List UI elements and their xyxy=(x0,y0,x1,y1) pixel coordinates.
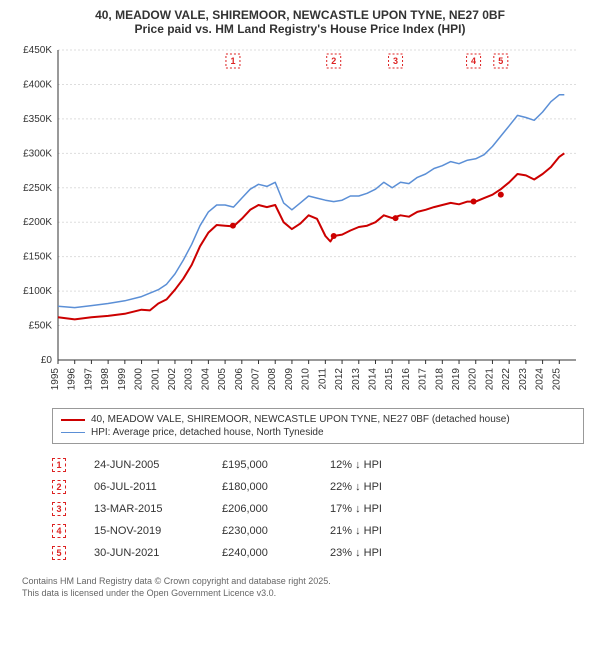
sale-marker-icon: 5 xyxy=(52,546,66,560)
svg-text:2019: 2019 xyxy=(451,368,462,391)
svg-text:£450K: £450K xyxy=(23,45,52,56)
sale-date: 13-MAR-2015 xyxy=(94,503,194,515)
sale-delta: 22% ↓ HPI xyxy=(330,481,420,493)
svg-text:2022: 2022 xyxy=(501,368,512,391)
sale-price: £240,000 xyxy=(222,547,302,559)
footer-line-1: Contains HM Land Registry data © Crown c… xyxy=(22,576,584,588)
svg-text:£150K: £150K xyxy=(23,252,52,263)
sale-date: 24-JUN-2005 xyxy=(94,459,194,471)
sales-row: 3 13-MAR-2015 £206,000 17% ↓ HPI xyxy=(52,498,584,520)
svg-text:2024: 2024 xyxy=(535,368,546,391)
sales-row: 2 06-JUL-2011 £180,000 22% ↓ HPI xyxy=(52,476,584,498)
svg-text:1997: 1997 xyxy=(83,368,94,391)
svg-text:2006: 2006 xyxy=(234,368,245,391)
sale-date: 15-NOV-2019 xyxy=(94,525,194,537)
svg-text:1996: 1996 xyxy=(67,368,78,391)
footer-line-2: This data is licensed under the Open Gov… xyxy=(22,588,584,600)
sale-date: 30-JUN-2021 xyxy=(94,547,194,559)
sale-price: £206,000 xyxy=(222,503,302,515)
svg-text:1999: 1999 xyxy=(117,368,128,391)
svg-text:£200K: £200K xyxy=(23,217,52,228)
svg-text:1: 1 xyxy=(230,56,235,66)
sale-marker-icon: 3 xyxy=(52,502,66,516)
legend-label: HPI: Average price, detached house, Nort… xyxy=(91,427,324,438)
sales-table: 1 24-JUN-2005 £195,000 12% ↓ HPI 2 06-JUL-201… xyxy=(52,454,584,564)
legend-swatch xyxy=(61,432,85,433)
sales-row: 1 24-JUN-2005 £195,000 12% ↓ HPI xyxy=(52,454,584,476)
svg-text:2013: 2013 xyxy=(351,368,362,391)
sale-price: £180,000 xyxy=(222,481,302,493)
svg-text:2000: 2000 xyxy=(134,368,145,391)
svg-text:3: 3 xyxy=(393,56,398,66)
svg-text:2012: 2012 xyxy=(334,368,345,391)
svg-text:2005: 2005 xyxy=(217,368,228,391)
svg-text:£0: £0 xyxy=(41,355,53,366)
svg-text:2009: 2009 xyxy=(284,368,295,391)
sale-marker-icon: 4 xyxy=(52,524,66,538)
sale-delta: 23% ↓ HPI xyxy=(330,547,420,559)
svg-text:£100K: £100K xyxy=(23,286,52,297)
svg-text:2014: 2014 xyxy=(367,368,378,391)
svg-text:2004: 2004 xyxy=(200,368,211,391)
sales-row: 4 15-NOV-2019 £230,000 21% ↓ HPI xyxy=(52,520,584,542)
svg-text:£300K: £300K xyxy=(23,148,52,159)
svg-text:2008: 2008 xyxy=(267,368,278,391)
sale-date: 06-JUL-2011 xyxy=(94,481,194,493)
legend: 40, MEADOW VALE, SHIREMOOR, NEWCASTLE UP… xyxy=(52,408,584,444)
svg-text:5: 5 xyxy=(498,56,503,66)
sale-delta: 17% ↓ HPI xyxy=(330,503,420,515)
title-line-1: 40, MEADOW VALE, SHIREMOOR, NEWCASTLE UP… xyxy=(10,8,590,22)
svg-text:2007: 2007 xyxy=(251,368,262,391)
legend-swatch xyxy=(61,419,85,421)
svg-text:£250K: £250K xyxy=(23,183,52,194)
legend-row: 40, MEADOW VALE, SHIREMOOR, NEWCASTLE UP… xyxy=(61,413,575,426)
svg-text:2010: 2010 xyxy=(301,368,312,391)
svg-text:4: 4 xyxy=(471,56,476,66)
sale-marker-icon: 2 xyxy=(52,480,66,494)
svg-text:2002: 2002 xyxy=(167,368,178,391)
svg-text:2017: 2017 xyxy=(418,368,429,391)
legend-label: 40, MEADOW VALE, SHIREMOOR, NEWCASTLE UP… xyxy=(91,414,510,425)
footer-attribution: Contains HM Land Registry data © Crown c… xyxy=(22,576,584,599)
sale-delta: 21% ↓ HPI xyxy=(330,525,420,537)
svg-text:£50K: £50K xyxy=(29,321,53,332)
svg-text:2011: 2011 xyxy=(317,368,328,390)
title-line-2: Price paid vs. HM Land Registry's House … xyxy=(10,22,590,36)
svg-text:2021: 2021 xyxy=(484,368,495,391)
chart-title: 40, MEADOW VALE, SHIREMOOR, NEWCASTLE UP… xyxy=(10,8,590,36)
sale-delta: 12% ↓ HPI xyxy=(330,459,420,471)
sale-price: £195,000 xyxy=(222,459,302,471)
svg-text:£350K: £350K xyxy=(23,114,52,125)
svg-text:2003: 2003 xyxy=(184,368,195,391)
line-chart: £0 £50K £100K £150K £200K £250K £300K £350K £400… xyxy=(10,40,590,400)
chart-svg: £0 £50K £100K £150K £200K £250K £300K £350K £400… xyxy=(10,40,590,400)
svg-text:£400K: £400K xyxy=(23,79,52,90)
sale-price: £230,000 xyxy=(222,525,302,537)
svg-text:2015: 2015 xyxy=(384,368,395,391)
svg-text:2016: 2016 xyxy=(401,368,412,391)
svg-text:1998: 1998 xyxy=(100,368,111,391)
legend-row: HPI: Average price, detached house, Nort… xyxy=(61,426,575,439)
svg-text:2023: 2023 xyxy=(518,368,529,391)
svg-text:2020: 2020 xyxy=(468,368,479,391)
svg-text:2001: 2001 xyxy=(150,368,161,391)
svg-text:2018: 2018 xyxy=(434,368,445,391)
sales-row: 5 30-JUN-2021 £240,000 23% ↓ HPI xyxy=(52,542,584,564)
svg-text:2: 2 xyxy=(331,56,336,66)
svg-text:2025: 2025 xyxy=(551,368,562,391)
sale-marker-icon: 1 xyxy=(52,458,66,472)
svg-text:1995: 1995 xyxy=(50,368,61,391)
